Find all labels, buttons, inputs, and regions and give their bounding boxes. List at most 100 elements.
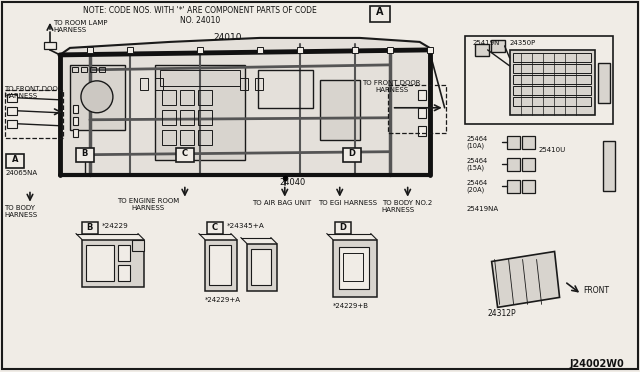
Text: A: A: [376, 7, 383, 17]
Text: 25410U: 25410U: [539, 147, 566, 153]
Bar: [73, 105, 78, 113]
Bar: [76, 148, 94, 162]
Text: TO AIR BAG UNIT: TO AIR BAG UNIT: [252, 200, 311, 206]
Bar: [240, 78, 248, 90]
Bar: [343, 148, 361, 162]
Bar: [70, 65, 125, 130]
Text: C: C: [182, 149, 188, 158]
Bar: [343, 253, 363, 282]
Bar: [162, 130, 176, 145]
Bar: [251, 250, 271, 285]
Bar: [82, 222, 98, 234]
Bar: [320, 80, 360, 140]
Text: 24010: 24010: [214, 33, 242, 42]
Bar: [99, 67, 105, 72]
Bar: [387, 47, 393, 53]
Text: B: B: [82, 149, 88, 158]
Bar: [7, 94, 17, 102]
Bar: [258, 70, 313, 108]
Text: J24002W0: J24002W0: [570, 359, 624, 369]
Polygon shape: [492, 251, 559, 307]
Bar: [335, 222, 351, 234]
Text: TO BODY NO.2
HARNESS: TO BODY NO.2 HARNESS: [381, 200, 432, 212]
Bar: [180, 90, 194, 105]
Text: TO BODY
HARNESS: TO BODY HARNESS: [4, 205, 37, 218]
Text: C: C: [212, 222, 218, 231]
Bar: [418, 108, 426, 118]
Text: TO ROOM LAMP
HARNESS: TO ROOM LAMP HARNESS: [53, 20, 108, 33]
Bar: [418, 126, 426, 136]
Text: *24345+A: *24345+A: [227, 222, 265, 228]
Bar: [155, 78, 163, 90]
Text: D: D: [348, 149, 355, 158]
Text: *24229+B: *24229+B: [333, 304, 369, 310]
Bar: [72, 67, 78, 72]
Text: TO FRONT DOOR
HARNESS: TO FRONT DOOR HARNESS: [362, 80, 421, 93]
Bar: [388, 85, 445, 133]
Text: *24229+A: *24229+A: [205, 297, 241, 304]
Bar: [73, 117, 78, 125]
Bar: [491, 40, 504, 52]
Bar: [198, 110, 212, 125]
Bar: [73, 129, 78, 137]
Bar: [507, 180, 520, 193]
Bar: [297, 47, 303, 53]
Text: B: B: [87, 222, 93, 231]
Text: NO. 24010: NO. 24010: [180, 16, 220, 25]
Bar: [602, 141, 614, 190]
Bar: [86, 246, 114, 282]
Bar: [132, 240, 144, 251]
Bar: [198, 130, 212, 145]
Text: A: A: [12, 155, 18, 164]
Bar: [118, 246, 130, 262]
Text: FRONT: FRONT: [584, 286, 609, 295]
Text: NOTE: CODE NOS. WITH '*' ARE COMPONENT PARTS OF CODE: NOTE: CODE NOS. WITH '*' ARE COMPONENT P…: [83, 6, 317, 15]
Bar: [352, 47, 358, 53]
Bar: [513, 97, 591, 106]
Bar: [207, 222, 223, 234]
Text: TO FRONT DOOR
HARNESS: TO FRONT DOOR HARNESS: [4, 86, 63, 99]
Bar: [162, 110, 176, 125]
Text: 24065NA: 24065NA: [6, 170, 38, 176]
Bar: [257, 47, 263, 53]
Bar: [598, 63, 609, 103]
Bar: [370, 6, 390, 22]
Bar: [475, 44, 488, 56]
Bar: [140, 78, 148, 90]
Bar: [513, 86, 591, 95]
Bar: [418, 90, 426, 100]
Bar: [522, 136, 534, 149]
Text: TO ENGINE ROOM
HARNESS: TO ENGINE ROOM HARNESS: [116, 198, 179, 211]
Bar: [197, 47, 203, 53]
Polygon shape: [60, 38, 429, 174]
Text: 24350P: 24350P: [509, 40, 536, 46]
Bar: [160, 70, 240, 86]
Text: D: D: [339, 222, 346, 231]
Bar: [81, 67, 87, 72]
Bar: [205, 240, 237, 291]
Bar: [7, 107, 17, 115]
Bar: [7, 120, 17, 128]
Bar: [507, 158, 520, 171]
Bar: [155, 65, 245, 160]
Text: 25464
(15A): 25464 (15A): [467, 158, 488, 171]
Bar: [427, 47, 433, 53]
Circle shape: [81, 81, 113, 113]
Bar: [507, 136, 520, 149]
Text: *24229: *24229: [102, 222, 129, 228]
Bar: [333, 240, 377, 297]
Text: 24040: 24040: [280, 178, 306, 187]
Bar: [522, 180, 534, 193]
Bar: [90, 67, 96, 72]
Text: 24312P: 24312P: [488, 310, 516, 318]
Bar: [176, 148, 194, 162]
Bar: [180, 110, 194, 125]
Bar: [513, 53, 591, 62]
Text: 25419N: 25419N: [472, 40, 500, 46]
Bar: [522, 158, 534, 171]
Bar: [5, 90, 63, 138]
Bar: [127, 47, 133, 53]
Text: 25419NA: 25419NA: [467, 206, 499, 212]
Bar: [509, 50, 595, 115]
Bar: [198, 90, 212, 105]
